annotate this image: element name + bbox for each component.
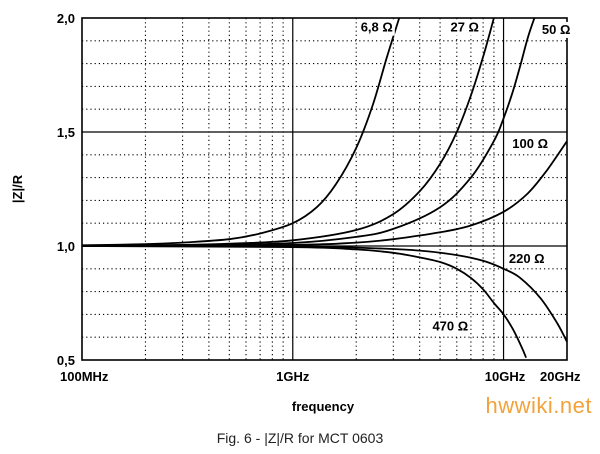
curve-label: 220 Ω xyxy=(509,251,545,266)
impedance-chart: 6,8 Ω 27 Ω 50 Ω 100 Ω 220 Ω 470 Ω 0,5 1,0 1,5 2,… xyxy=(10,11,581,414)
x-tick-label: 20GHz xyxy=(540,369,581,384)
curve-68-ohm xyxy=(82,18,401,247)
grid-minor xyxy=(82,18,567,360)
curve-label: 6,8 Ω xyxy=(361,20,393,35)
curve-label-bg xyxy=(358,19,395,36)
y-tick-label: 0,5 xyxy=(57,353,75,368)
curve-label: 100 Ω xyxy=(512,136,548,151)
y-tick-label: 1,5 xyxy=(57,125,75,140)
y-axis-title: |Z|/R xyxy=(10,174,25,203)
curve-label-bg xyxy=(510,135,551,152)
curve-label-bg xyxy=(430,318,471,335)
curve-label: 27 Ω xyxy=(450,20,479,35)
y-tick-label: 1,0 xyxy=(57,239,75,254)
y-tick-labels: 0,5 1,0 1,5 2,0 xyxy=(57,11,75,368)
curve-label: 50 Ω xyxy=(542,22,571,37)
watermark-text: hwwiki.net xyxy=(485,393,592,418)
x-tick-labels: 100MHz 1GHz 10GHz 20GHz xyxy=(60,369,581,384)
curve-220-ohm xyxy=(82,245,567,343)
curve-label-bg xyxy=(506,251,547,268)
curve-label-bg xyxy=(448,19,481,36)
figure-caption: Fig. 6 - |Z|/R for MCT 0603 xyxy=(216,430,384,446)
curve-label: 470 Ω xyxy=(432,318,468,333)
curve-100-ohm xyxy=(82,140,567,247)
x-axis-title: frequency xyxy=(292,399,355,414)
x-tick-label: 10GHz xyxy=(485,369,526,384)
x-tick-label: 100MHz xyxy=(60,369,109,384)
curves xyxy=(82,18,567,359)
x-tick-label: 1GHz xyxy=(276,369,310,384)
curve-label-bg xyxy=(539,21,573,38)
curve-labels: 6,8 Ω 27 Ω 50 Ω 100 Ω 220 Ω 470 Ω xyxy=(358,19,573,335)
curve-470-ohm xyxy=(82,245,527,359)
plot-frame xyxy=(81,17,568,361)
y-tick-label: 2,0 xyxy=(57,11,75,26)
